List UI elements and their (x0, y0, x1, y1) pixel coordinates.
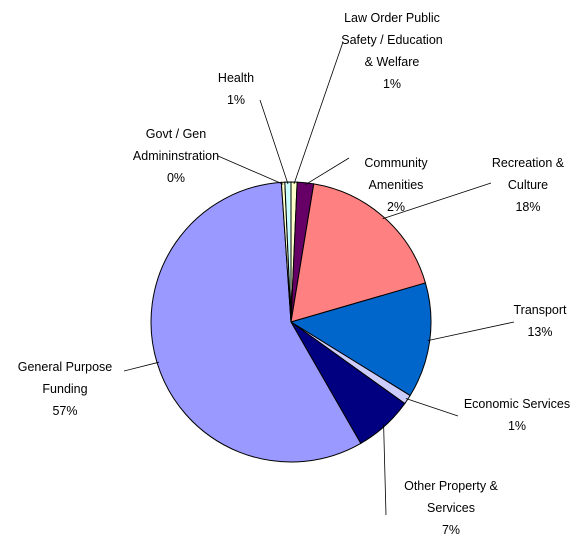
slice-label: Govt / Gen Admininstration 0% (133, 127, 219, 185)
slice-name-label: Economic Services (464, 397, 570, 411)
slice-label: Economic Services 1% (464, 397, 570, 433)
leader-line (123, 361, 160, 372)
pie-slice (289, 282, 432, 397)
slice-name-label: Funding (42, 382, 87, 396)
slice-name-label: Law Order Public (344, 11, 440, 25)
slice-name-label: Recreation & (492, 156, 565, 170)
slice-name-label: General Purpose (18, 360, 113, 374)
pie-slice (290, 183, 427, 323)
slice-percent-label: 18% (515, 200, 540, 214)
pie-slice (284, 181, 292, 323)
slice-name-label: Health (218, 71, 254, 85)
slice-name-label: Services (427, 501, 475, 515)
slice-label: Recreation & Culture 18% (492, 156, 565, 214)
slice-percent-label: 13% (527, 325, 552, 339)
slice-labels: Law Order Public Safety / Education & Welf… (18, 11, 570, 535)
leader-line (305, 157, 350, 186)
slice-percent-label: 2% (387, 200, 405, 214)
slice-percent-label: 1% (508, 419, 526, 433)
slice-label: Other Property & Services 7% (404, 479, 498, 535)
slice-name-label: Admininstration (133, 149, 219, 163)
leader-line (382, 182, 492, 220)
slice-label: General Purpose Funding 57% (18, 360, 113, 418)
leader-line (405, 398, 459, 417)
slice-name-label: Other Property & (404, 479, 498, 493)
slice-name-label: & Welfare (365, 55, 420, 69)
slice-name-label: Culture (508, 178, 548, 192)
slice-percent-label: 1% (383, 77, 401, 91)
slice-label: Community Amenities 2% (364, 156, 428, 214)
slice-name-label: Transport (513, 303, 567, 317)
slice-label: Health 1% (218, 71, 254, 107)
slice-name-label: Govt / Gen (146, 127, 206, 141)
leader-line (217, 155, 284, 185)
slice-label: Transport 13% (513, 303, 567, 339)
pie-slices (150, 181, 432, 463)
leader-line (259, 99, 289, 185)
leader-lines (123, 41, 515, 516)
slice-name-label: Safety / Education (341, 33, 443, 47)
slice-name-label: Amenities (369, 178, 424, 192)
slice-label: Law Order Public Safety / Education & Welf… (341, 11, 443, 91)
leader-line (383, 424, 387, 516)
slice-name-label: Community (364, 156, 428, 170)
slice-percent-label: 57% (52, 404, 77, 418)
leader-line (427, 321, 515, 341)
slice-percent-label: 0% (167, 171, 185, 185)
slice-percent-label: 7% (442, 523, 460, 535)
leader-line (293, 41, 344, 185)
slice-percent-label: 1% (227, 93, 245, 107)
